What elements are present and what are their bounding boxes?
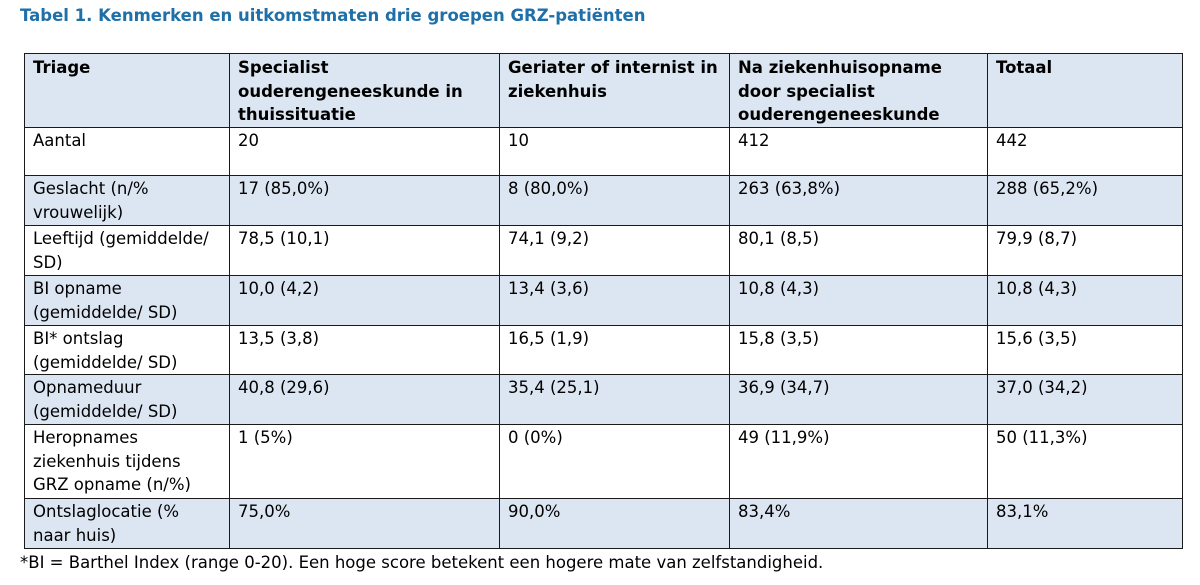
table-cell: 74,1 (9,2)	[499, 225, 730, 276]
table-row-ontslaglocatie: Ontslaglocatie (% naar huis) 75,0% 90,0%…	[24, 498, 1183, 549]
row-label: Aantal	[24, 127, 230, 176]
row-label: BI* ontslag (gemiddelde/ SD)	[24, 325, 230, 375]
table-cell: 83,4%	[729, 498, 988, 549]
table-row-opnameduur: Opnameduur (gemiddelde/ SD) 40,8 (29,6) …	[24, 374, 1183, 425]
table-cell: 263 (63,8%)	[729, 175, 988, 226]
header-na-ziekenhuisopname: Na ziekenhuisopname door specialist oude…	[729, 53, 988, 128]
header-triage: Triage	[24, 53, 230, 128]
table-cell: 0 (0%)	[499, 424, 730, 499]
table-cell: 78,5 (10,1)	[229, 225, 500, 276]
table-row-aantal: Aantal 20 10 412 442	[24, 127, 1183, 176]
header-specialist-thuis: Specialist ouderengeneeskunde in thuissi…	[229, 53, 500, 128]
table-cell: 13,4 (3,6)	[499, 275, 730, 326]
table-cell: 10,0 (4,2)	[229, 275, 500, 326]
table-row-bi-ontslag: BI* ontslag (gemiddelde/ SD) 13,5 (3,8) …	[24, 325, 1183, 375]
table-cell: 13,5 (3,8)	[229, 325, 500, 375]
table-cell: 10	[499, 127, 730, 176]
table-cell: 17 (85,0%)	[229, 175, 500, 226]
table-cell: 40,8 (29,6)	[229, 374, 500, 425]
table-cell: 50 (11,3%)	[987, 424, 1183, 499]
table-cell: 10,8 (4,3)	[987, 275, 1183, 326]
table-cell: 75,0%	[229, 498, 500, 549]
table-footnote: *BI = Barthel Index (range 0-20). Een ho…	[20, 553, 824, 572]
table-row-geslacht: Geslacht (n/% vrouwelijk) 17 (85,0%) 8 (…	[24, 175, 1183, 226]
table-cell: 288 (65,2%)	[987, 175, 1183, 226]
table-cell: 80,1 (8,5)	[729, 225, 988, 276]
table-cell: 35,4 (25,1)	[499, 374, 730, 425]
table-cell: 8 (80,0%)	[499, 175, 730, 226]
table-cell: 15,6 (3,5)	[987, 325, 1183, 375]
header-totaal: Totaal	[987, 53, 1183, 128]
table-cell: 10,8 (4,3)	[729, 275, 988, 326]
row-label: BI opname (gemiddelde/ SD)	[24, 275, 230, 326]
header-geriater-ziekenhuis: Geriater of internist in ziekenhuis	[499, 53, 730, 128]
row-label: Heropnames ziekenhuis tijdens GRZ opname…	[24, 424, 230, 499]
table-cell: 37,0 (34,2)	[987, 374, 1183, 425]
row-label: Opnameduur (gemiddelde/ SD)	[24, 374, 230, 425]
table-cell: 49 (11,9%)	[729, 424, 988, 499]
table-cell: 79,9 (8,7)	[987, 225, 1183, 276]
table-cell: 83,1%	[987, 498, 1183, 549]
table-header-row: Triage Specialist ouderengeneeskunde in …	[24, 53, 1183, 128]
row-label: Ontslaglocatie (% naar huis)	[24, 498, 230, 549]
table-cell: 20	[229, 127, 500, 176]
table-row-leeftijd: Leeftijd (gemiddelde/ SD) 78,5 (10,1) 74…	[24, 225, 1183, 276]
table-cell: 36,9 (34,7)	[729, 374, 988, 425]
table-cell: 16,5 (1,9)	[499, 325, 730, 375]
row-label: Leeftijd (gemiddelde/ SD)	[24, 225, 230, 276]
table-cell: 90,0%	[499, 498, 730, 549]
table-cell: 1 (5%)	[229, 424, 500, 499]
table-row-bi-opname: BI opname (gemiddelde/ SD) 10,0 (4,2) 13…	[24, 275, 1183, 326]
table-row-heropnames: Heropnames ziekenhuis tijdens GRZ opname…	[24, 424, 1183, 499]
table-cell: 15,8 (3,5)	[729, 325, 988, 375]
table-cell: 442	[987, 127, 1183, 176]
row-label: Geslacht (n/% vrouwelijk)	[24, 175, 230, 226]
characteristics-table: Triage Specialist ouderengeneeskunde in …	[24, 53, 1183, 549]
table-cell: 412	[729, 127, 988, 176]
table-caption: Tabel 1. Kenmerken en uitkomstmaten drie…	[20, 6, 646, 25]
